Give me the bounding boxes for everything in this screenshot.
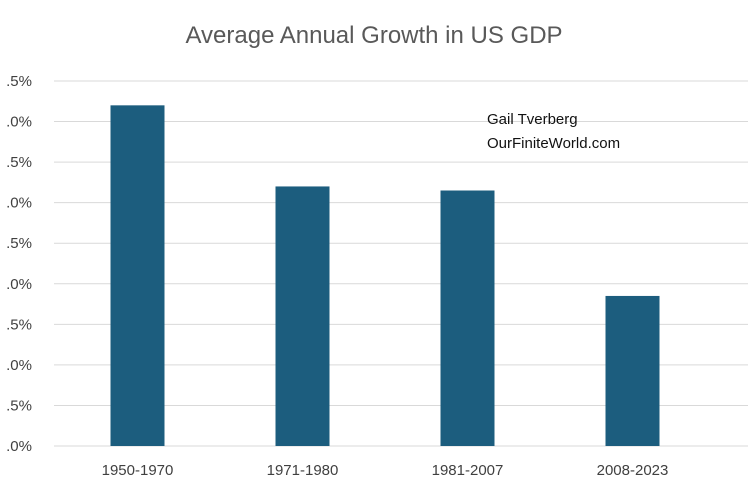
y-tick-label: .5% [6, 73, 32, 90]
gridlines [54, 80, 748, 447]
y-tick-label: .5% [6, 316, 32, 333]
bar-2008-2023 [605, 295, 660, 446]
y-tick-label: .0% [6, 195, 32, 212]
x-axis-category-labels: 1950-1970 1971-1980 1981-2007 2008-2023 [102, 462, 669, 479]
bar-1950-1970 [110, 105, 165, 446]
bars [110, 105, 660, 446]
annotation-author: Gail Tverberg [487, 111, 578, 128]
y-tick-label: .0% [6, 438, 32, 455]
y-tick-label: .0% [6, 357, 32, 374]
y-tick-label: .5% [6, 154, 32, 171]
y-tick-label: .5% [6, 235, 32, 252]
x-category-label: 1981-2007 [432, 462, 504, 479]
y-tick-label: .5% [6, 397, 32, 414]
chart-title: Average Annual Growth in US GDP [185, 22, 562, 49]
x-category-label: 2008-2023 [597, 462, 669, 479]
y-tick-label: .0% [6, 276, 32, 293]
bar-1981-2007 [440, 190, 495, 446]
y-tick-label: .0% [6, 114, 32, 131]
x-category-label: 1971-1980 [267, 462, 339, 479]
x-category-label: 1950-1970 [102, 462, 174, 479]
bar-1971-1980 [275, 186, 330, 446]
y-axis-tick-labels: .0% .5% .0% .5% .0% .5% .0% .5% .0% .5% [6, 73, 32, 455]
annotation-website: OurFiniteWorld.com [487, 135, 620, 152]
